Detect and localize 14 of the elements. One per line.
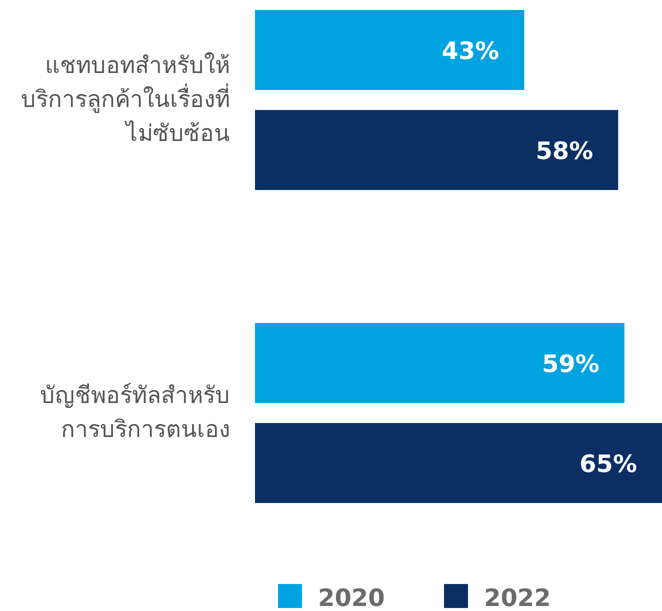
bar: 43% xyxy=(255,10,524,90)
data-label: 43% xyxy=(442,37,500,65)
legend-item: 2020 xyxy=(278,584,385,611)
bar: 65% xyxy=(255,423,662,503)
legend-item: 2022 xyxy=(444,584,551,611)
bar: 58% xyxy=(255,110,618,190)
data-label: 58% xyxy=(536,137,594,165)
data-label: 59% xyxy=(542,350,600,378)
bar: 59% xyxy=(255,323,624,403)
y-tick-label: แชทบอทสำหรับให้บริการลูกค้าในเรื่องที่ไม่ซับซ้อน xyxy=(20,51,230,149)
legend-label: 2022 xyxy=(484,584,551,611)
y-tick-label: บัญชีพอร์ทัลสำหรับการบริการตนเอง xyxy=(39,382,230,445)
data-label: 65% xyxy=(580,450,637,478)
legend-label: 2020 xyxy=(318,584,385,611)
